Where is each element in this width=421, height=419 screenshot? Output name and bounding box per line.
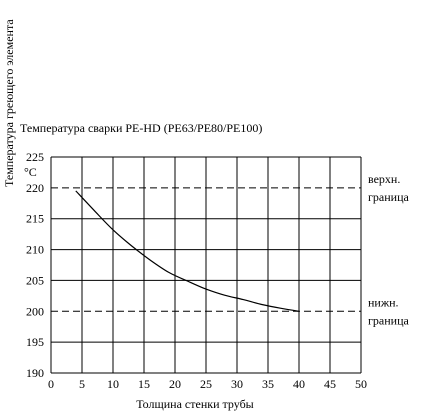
x-tick-label-5: 25: [200, 377, 212, 391]
y-tick-label-4: 210: [26, 243, 44, 257]
x-tick-label-8: 40: [293, 377, 305, 391]
reference-lines: верхн. граница нижн. граница: [51, 172, 410, 327]
reference-label-1-line1: нижн.: [368, 295, 399, 309]
x-tick-label-0: 0: [48, 377, 54, 391]
tick-labels: 0 5 10 15 20 25 30 35 40 45 50 190 195 200 205 210 215 22…: [26, 150, 367, 391]
y-tick-label-6: 220: [26, 181, 44, 195]
x-axis-title: Толщина стенки трубы: [136, 397, 253, 411]
y-tick-label-1: 195: [26, 335, 44, 349]
x-tick-label-7: 35: [262, 377, 274, 391]
x-tick-label-9: 45: [324, 377, 336, 391]
y-tick-label-3: 205: [26, 273, 44, 287]
x-tick-label-2: 10: [107, 377, 119, 391]
series-line-0: [75, 190, 300, 312]
reference-label-0-line2: граница: [368, 190, 410, 204]
x-tick-label-1: 5: [79, 377, 85, 391]
y-axis-title: Температура греющего элемента: [2, 19, 16, 187]
reference-label-1-line2: граница: [368, 313, 410, 327]
y-tick-label-5: 215: [26, 212, 44, 226]
chart-title: Температура сварки PE-HD (PE63/PE80/PE10…: [20, 121, 262, 135]
y-axis-unit: °C: [24, 165, 37, 179]
y-tick-label-7: 225: [26, 150, 44, 164]
x-tick-label-4: 20: [169, 377, 181, 391]
x-tick-label-6: 30: [231, 377, 243, 391]
reference-label-0-line1: верхн.: [368, 172, 400, 186]
y-tick-label-2: 200: [26, 304, 44, 318]
x-tick-label-10: 50: [355, 377, 367, 391]
grid: [50, 156, 362, 374]
x-tick-label-3: 15: [138, 377, 150, 391]
series-layer: [75, 190, 300, 312]
y-tick-label-0: 190: [26, 366, 44, 380]
